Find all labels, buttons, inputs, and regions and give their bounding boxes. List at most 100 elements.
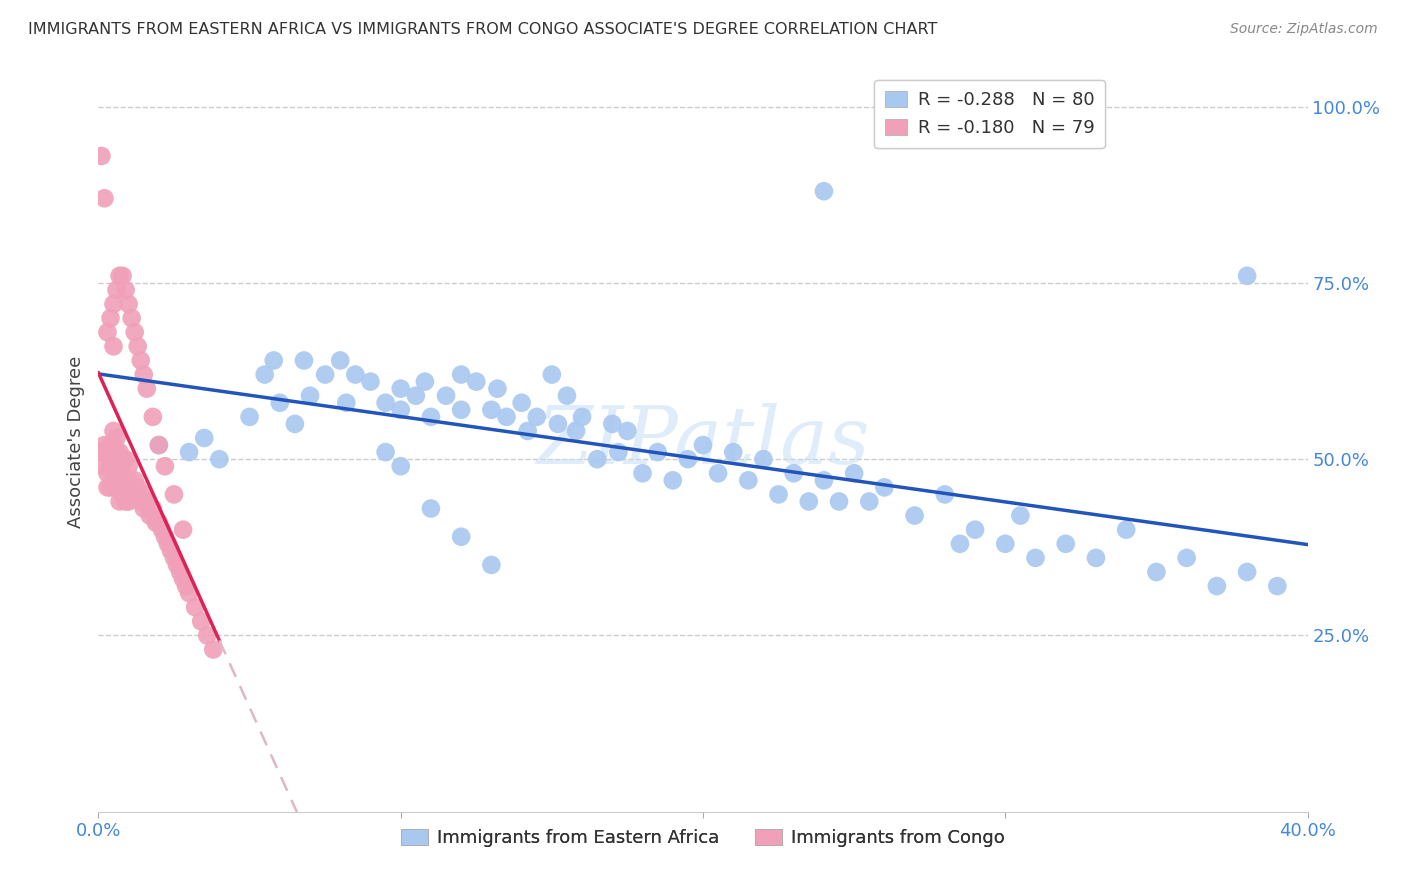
Point xyxy=(797,494,820,508)
Point xyxy=(96,467,118,481)
Point xyxy=(124,325,146,339)
Point xyxy=(142,409,165,424)
Point xyxy=(184,600,207,615)
Point xyxy=(481,402,503,417)
Point xyxy=(389,459,412,474)
Point xyxy=(105,431,128,445)
Point xyxy=(239,409,262,424)
Point xyxy=(389,382,412,396)
Point xyxy=(96,325,118,339)
Text: Source: ZipAtlas.com: Source: ZipAtlas.com xyxy=(1230,22,1378,37)
Point xyxy=(602,417,624,431)
Point xyxy=(103,297,125,311)
Point xyxy=(121,311,143,326)
Point xyxy=(540,368,562,382)
Point xyxy=(160,544,183,558)
Point xyxy=(100,459,122,474)
Point xyxy=(108,473,131,487)
Point xyxy=(90,149,112,163)
Point xyxy=(828,494,851,508)
Point xyxy=(360,375,382,389)
Point xyxy=(526,409,548,424)
Point xyxy=(153,530,176,544)
Point xyxy=(434,389,457,403)
Point xyxy=(114,452,136,467)
Point xyxy=(1085,550,1108,565)
Point xyxy=(450,402,472,417)
Point xyxy=(93,191,115,205)
Point xyxy=(450,368,472,382)
Point xyxy=(344,368,367,382)
Point xyxy=(108,459,131,474)
Point xyxy=(139,508,162,523)
Point xyxy=(118,473,141,487)
Point xyxy=(111,467,134,481)
Point xyxy=(105,283,128,297)
Point xyxy=(202,642,225,657)
Point xyxy=(103,438,125,452)
Legend: Immigrants from Eastern Africa, Immigrants from Congo: Immigrants from Eastern Africa, Immigran… xyxy=(394,822,1012,855)
Point xyxy=(148,438,170,452)
Point xyxy=(93,459,115,474)
Point xyxy=(100,480,122,494)
Point xyxy=(994,537,1017,551)
Point xyxy=(723,445,745,459)
Point xyxy=(420,501,443,516)
Point xyxy=(661,473,683,487)
Text: ZIPatlas: ZIPatlas xyxy=(536,403,870,480)
Point xyxy=(737,473,759,487)
Point xyxy=(163,487,186,501)
Point xyxy=(949,537,972,551)
Point xyxy=(105,480,128,494)
Point xyxy=(752,452,775,467)
Point xyxy=(195,628,218,642)
Point xyxy=(858,494,880,508)
Point xyxy=(1010,508,1032,523)
Point xyxy=(263,353,285,368)
Point xyxy=(103,467,125,481)
Point xyxy=(486,382,509,396)
Point xyxy=(692,438,714,452)
Point xyxy=(555,389,578,403)
Point xyxy=(374,396,396,410)
Point xyxy=(1024,550,1046,565)
Point xyxy=(135,494,157,508)
Point xyxy=(676,452,699,467)
Point xyxy=(783,467,806,481)
Point xyxy=(103,480,125,494)
Point xyxy=(172,523,194,537)
Text: IMMIGRANTS FROM EASTERN AFRICA VS IMMIGRANTS FROM CONGO ASSOCIATE'S DEGREE CORRE: IMMIGRANTS FROM EASTERN AFRICA VS IMMIGR… xyxy=(28,22,938,37)
Point xyxy=(105,459,128,474)
Point xyxy=(813,184,835,198)
Point xyxy=(108,268,131,283)
Point xyxy=(768,487,790,501)
Point xyxy=(707,467,730,481)
Point xyxy=(135,382,157,396)
Point xyxy=(118,494,141,508)
Point xyxy=(607,445,630,459)
Point xyxy=(389,402,412,417)
Point xyxy=(150,523,173,537)
Point xyxy=(193,431,215,445)
Point xyxy=(299,389,322,403)
Point xyxy=(631,467,654,481)
Point xyxy=(169,565,191,579)
Point xyxy=(129,353,152,368)
Point xyxy=(114,283,136,297)
Point xyxy=(100,438,122,452)
Point xyxy=(616,424,638,438)
Point xyxy=(114,473,136,487)
Point xyxy=(586,452,609,467)
Y-axis label: Associate's Degree: Associate's Degree xyxy=(66,355,84,528)
Point xyxy=(132,501,155,516)
Point xyxy=(103,452,125,467)
Point xyxy=(145,516,167,530)
Point xyxy=(124,473,146,487)
Point xyxy=(934,487,956,501)
Point xyxy=(118,459,141,474)
Point xyxy=(111,487,134,501)
Point xyxy=(108,445,131,459)
Point xyxy=(420,409,443,424)
Point xyxy=(148,438,170,452)
Point xyxy=(103,424,125,438)
